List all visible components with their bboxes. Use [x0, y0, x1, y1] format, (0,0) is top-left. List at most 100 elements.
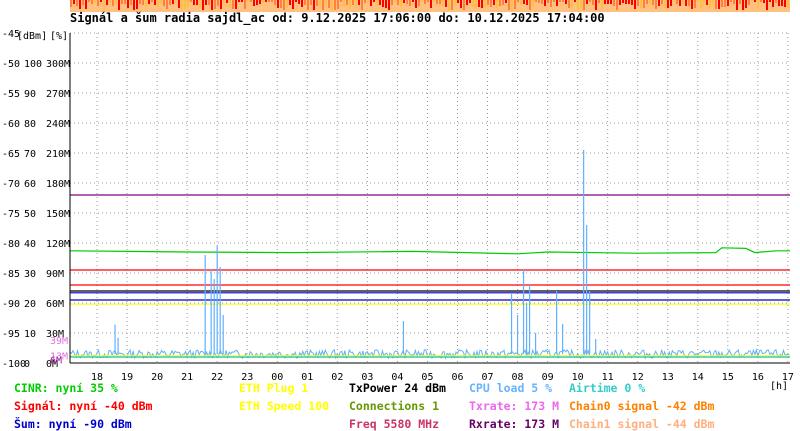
top-band-tick: [268, 0, 270, 2]
top-band-tick: [700, 0, 702, 9]
top-band-tick: [379, 0, 381, 5]
top-band-tick: [367, 0, 369, 3]
top-band-tick: [352, 0, 354, 5]
legend-entry: CINR: nyní 35 %: [14, 381, 118, 395]
top-band-tick: [154, 0, 156, 5]
y-tick-dbm: -45: [2, 29, 20, 40]
y-tick-rate: 210M: [46, 149, 70, 160]
top-band-tick: [481, 0, 483, 8]
top-band-tick: [544, 0, 546, 6]
axes: -45-50 100 300M-55 90 270M-60 80 240M-65 70 210M…: [2, 29, 794, 383]
top-band-tick: [382, 0, 384, 7]
y-tick-percent: 100: [24, 59, 42, 70]
top-band-tick: [301, 0, 303, 7]
top-band-tick: [775, 0, 777, 3]
top-band-tick: [211, 0, 213, 10]
top-band-tick: [514, 0, 516, 9]
y-tick-percent: 50: [24, 209, 36, 220]
top-band-tick: [493, 0, 495, 5]
x-tick-label: 19: [121, 372, 133, 383]
top-band-tick: [676, 0, 678, 4]
y-tick-rate: 300M: [46, 59, 70, 70]
top-band-tick: [142, 0, 144, 5]
y-tick-dbm: -100: [2, 359, 26, 370]
top-band-tick: [688, 0, 690, 6]
top-band-tick: [706, 0, 708, 5]
x-tick-label: 22: [211, 372, 223, 383]
top-band-tick: [130, 0, 132, 5]
top-band-tick: [280, 0, 282, 8]
top-band-tick: [307, 0, 309, 10]
top-band-tick: [649, 0, 651, 4]
top-band-tick: [253, 0, 255, 6]
top-band-tick: [766, 0, 768, 10]
top-band-tick: [748, 0, 750, 5]
top-band-tick: [682, 0, 684, 4]
top-band-tick: [622, 0, 624, 3]
top-band-tick: [469, 0, 471, 3]
x-unit: [h]: [770, 381, 788, 392]
x-tick-label: 04: [391, 372, 403, 383]
top-band-tick: [415, 0, 417, 8]
x-tick-label: 01: [301, 372, 313, 383]
top-band-tick: [259, 0, 261, 4]
top-band-tick: [406, 0, 408, 4]
top-band-tick: [634, 0, 636, 9]
top-band-tick: [505, 0, 507, 3]
top-band-tick: [310, 0, 312, 5]
top-band-tick: [730, 0, 732, 2]
top-band-tick: [223, 0, 225, 4]
top-band-tick: [769, 0, 771, 2]
top-band-tick: [763, 0, 765, 3]
legend-entry: ETH Speed 100: [239, 399, 330, 413]
top-band-tick: [445, 0, 447, 7]
legend-entry: Chain0 signal -42 dBm: [569, 399, 715, 413]
top-band-tick: [340, 0, 342, 2]
y-tick-rate: 0M: [46, 359, 58, 370]
top-band-tick: [439, 0, 441, 4]
top-band-tick: [295, 0, 297, 2]
top-band-tick: [355, 0, 357, 8]
top-band-tick: [229, 0, 231, 8]
top-band-tick: [181, 0, 183, 10]
x-tick-label: 23: [241, 372, 253, 383]
y-tick-percent: 10: [24, 329, 36, 340]
top-band-tick: [133, 0, 135, 10]
top-band-tick: [277, 0, 279, 8]
top-band-tick: [175, 0, 177, 3]
top-band-tick: [442, 0, 444, 6]
top-band-tick: [226, 0, 228, 3]
top-band-tick: [79, 0, 81, 9]
legend-entry: CPU load 5 %: [469, 381, 553, 395]
top-band-tick: [169, 0, 171, 5]
top-band-tick: [145, 0, 147, 7]
top-band-tick: [70, 0, 72, 7]
top-band-tick: [319, 0, 321, 8]
top-band-tick: [217, 0, 219, 6]
top-band-tick: [361, 0, 363, 10]
y-tick-dbm: -60: [2, 119, 20, 130]
legend-entry: Signál: nyní -40 dBm: [14, 399, 153, 413]
y-tick-rate: 90M: [46, 269, 64, 280]
legend-entry: Šum: nyní -90 dBm: [14, 417, 132, 431]
top-band-tick: [484, 0, 486, 7]
top-band-tick: [472, 0, 474, 7]
x-tick-label: 20: [151, 372, 163, 383]
top-band-tick: [646, 0, 648, 4]
top-band-tick: [721, 0, 723, 7]
top-band-tick: [532, 0, 534, 7]
top-band-tick: [358, 0, 360, 5]
top-band-tick: [370, 0, 372, 6]
top-band-tick: [418, 0, 420, 6]
x-tick-label: 02: [331, 372, 343, 383]
y-tick-rate-extra: 39M: [50, 336, 68, 347]
top-band-tick: [523, 0, 525, 4]
legend-entry: Chain1 signal -44 dBm: [569, 417, 715, 431]
x-tick-label: 03: [361, 372, 373, 383]
top-band-tick: [538, 0, 540, 3]
top-band-tick: [274, 0, 276, 5]
top-band-tick: [778, 0, 780, 6]
legend-entry: Airtime 0 %: [569, 381, 646, 395]
top-band-tick: [691, 0, 693, 9]
y-tick-percent: 60: [24, 179, 36, 190]
